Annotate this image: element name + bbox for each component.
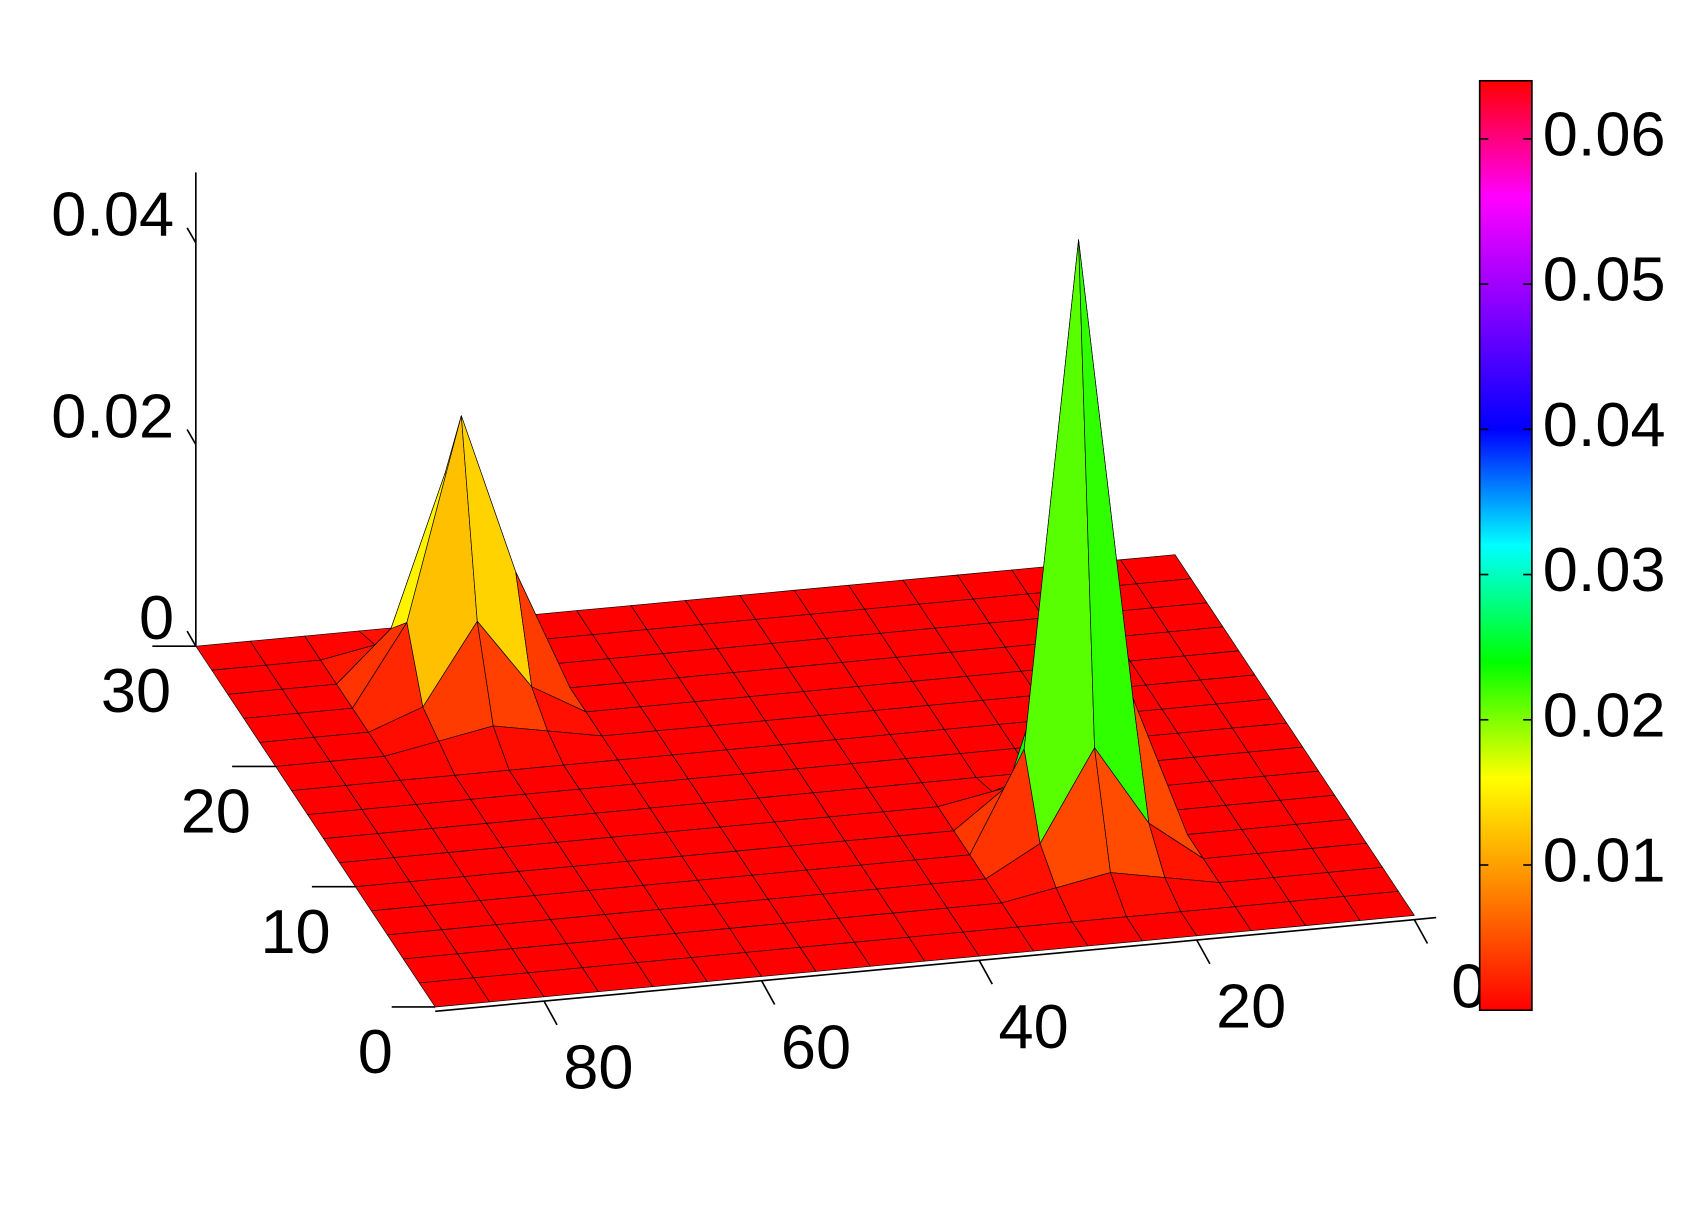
surface-patch: [1343, 891, 1415, 921]
colorbar-tick-label: 0.06: [1543, 100, 1666, 170]
colorbar-tick-label: 0.05: [1543, 245, 1666, 315]
z-tick: [186, 630, 197, 647]
x-axis: [435, 916, 1437, 1013]
colorbar-tick-label: 0.03: [1543, 535, 1666, 605]
plot-area: 00.020.0401020300204060800.010.020.030.0…: [51, 79, 1666, 1103]
y-tick-label: 30: [101, 657, 171, 727]
z-tick-label: 0.02: [51, 382, 174, 452]
z-tick: [186, 227, 197, 244]
colorbar-tick-label: 0.02: [1543, 681, 1666, 751]
z-tick-label: 0: [139, 583, 174, 653]
y-tick-label: 20: [181, 777, 251, 847]
x-tick-label: 80: [563, 1033, 633, 1103]
x-tick-label: 40: [999, 992, 1069, 1062]
x-tick: [1413, 919, 1429, 944]
x-tick: [760, 980, 776, 1005]
x-tick: [543, 1000, 558, 1026]
x-tick-label: 20: [1216, 972, 1286, 1042]
colorbar-tick-label: 0.01: [1543, 826, 1666, 896]
x-tick: [978, 960, 993, 985]
colorbar-tick-label: 0.04: [1543, 390, 1666, 460]
z-tick: [186, 429, 197, 445]
y-tick-label: 10: [260, 897, 330, 967]
x-tick-label: 60: [781, 1013, 851, 1083]
y-tick-label: 0: [358, 1017, 393, 1087]
x-tick: [1196, 939, 1211, 965]
z-tick-label: 0.04: [51, 180, 174, 250]
colorbar: [1478, 79, 1533, 1012]
